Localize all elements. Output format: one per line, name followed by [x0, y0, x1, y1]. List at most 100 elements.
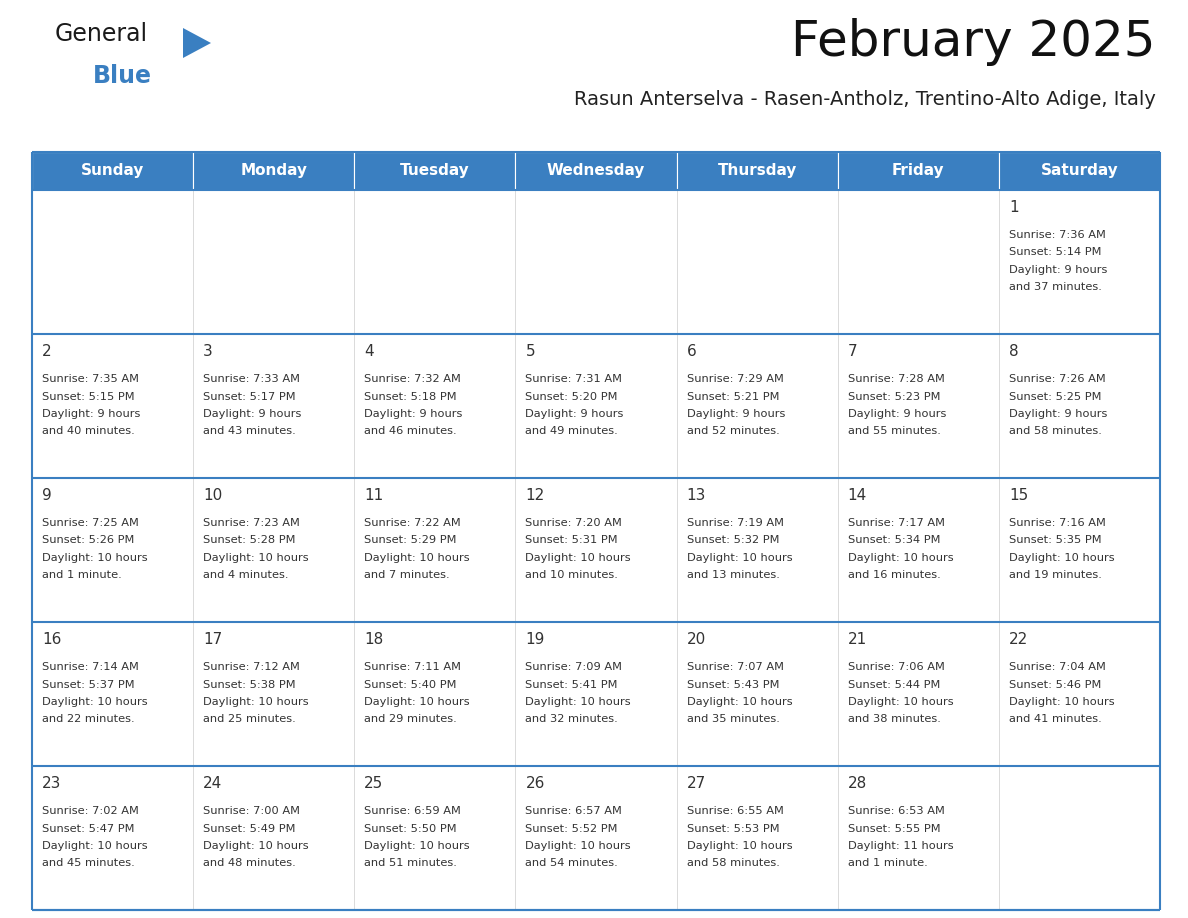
Text: Blue: Blue	[93, 64, 152, 88]
Text: Sunset: 5:55 PM: Sunset: 5:55 PM	[848, 823, 941, 834]
Text: and 25 minutes.: and 25 minutes.	[203, 714, 296, 724]
Text: 6: 6	[687, 344, 696, 359]
Text: and 49 minutes.: and 49 minutes.	[525, 427, 618, 436]
Bar	[838, 152, 999, 190]
Bar	[516, 152, 677, 190]
Text: Sunrise: 6:53 AM: Sunrise: 6:53 AM	[848, 806, 944, 816]
Text: Sunrise: 7:22 AM: Sunrise: 7:22 AM	[365, 518, 461, 528]
Text: 12: 12	[525, 488, 544, 503]
Text: 10: 10	[203, 488, 222, 503]
Text: and 1 minute.: and 1 minute.	[848, 858, 928, 868]
Bar	[516, 334, 677, 478]
Text: Sunset: 5:43 PM: Sunset: 5:43 PM	[687, 679, 779, 689]
Text: and 4 minutes.: and 4 minutes.	[203, 570, 289, 580]
Text: Sunset: 5:44 PM: Sunset: 5:44 PM	[848, 679, 940, 689]
Text: 24: 24	[203, 776, 222, 791]
Text: Daylight: 10 hours: Daylight: 10 hours	[848, 697, 953, 707]
Text: Daylight: 10 hours: Daylight: 10 hours	[1009, 553, 1114, 563]
Text: 9: 9	[42, 488, 52, 503]
Text: Sunrise: 7:31 AM: Sunrise: 7:31 AM	[525, 374, 623, 384]
Text: Daylight: 10 hours: Daylight: 10 hours	[203, 841, 309, 851]
Bar	[32, 622, 194, 766]
Bar	[677, 190, 838, 334]
Text: Sunrise: 7:09 AM: Sunrise: 7:09 AM	[525, 662, 623, 672]
Text: 7: 7	[848, 344, 858, 359]
Text: Sunrise: 6:59 AM: Sunrise: 6:59 AM	[365, 806, 461, 816]
Bar	[516, 478, 677, 622]
Text: Sunrise: 6:57 AM: Sunrise: 6:57 AM	[525, 806, 623, 816]
Text: 15: 15	[1009, 488, 1028, 503]
Bar	[999, 766, 1159, 910]
Text: and 46 minutes.: and 46 minutes.	[365, 427, 457, 436]
Text: 11: 11	[365, 488, 384, 503]
Text: Sunrise: 7:12 AM: Sunrise: 7:12 AM	[203, 662, 301, 672]
Text: 13: 13	[687, 488, 706, 503]
Text: 22: 22	[1009, 632, 1028, 647]
Bar	[999, 190, 1159, 334]
Text: Sunrise: 7:26 AM: Sunrise: 7:26 AM	[1009, 374, 1106, 384]
Text: Sunrise: 7:11 AM: Sunrise: 7:11 AM	[365, 662, 461, 672]
Text: 14: 14	[848, 488, 867, 503]
Text: Daylight: 11 hours: Daylight: 11 hours	[848, 841, 953, 851]
Bar	[32, 152, 194, 190]
Bar	[677, 766, 838, 910]
Bar	[194, 152, 354, 190]
Text: 25: 25	[365, 776, 384, 791]
Text: Sunrise: 7:25 AM: Sunrise: 7:25 AM	[42, 518, 139, 528]
Text: Sunset: 5:47 PM: Sunset: 5:47 PM	[42, 823, 134, 834]
Text: 3: 3	[203, 344, 213, 359]
Text: and 7 minutes.: and 7 minutes.	[365, 570, 450, 580]
Text: Sunrise: 7:23 AM: Sunrise: 7:23 AM	[203, 518, 301, 528]
Bar	[516, 190, 677, 334]
Text: Sunrise: 7:17 AM: Sunrise: 7:17 AM	[848, 518, 944, 528]
Text: Sunset: 5:35 PM: Sunset: 5:35 PM	[1009, 535, 1101, 545]
Text: Sunset: 5:28 PM: Sunset: 5:28 PM	[203, 535, 296, 545]
Text: 19: 19	[525, 632, 545, 647]
Text: and 51 minutes.: and 51 minutes.	[365, 858, 457, 868]
Bar	[32, 766, 194, 910]
Text: Daylight: 10 hours: Daylight: 10 hours	[365, 553, 470, 563]
Text: Tuesday: Tuesday	[400, 163, 469, 178]
Text: Sunrise: 7:29 AM: Sunrise: 7:29 AM	[687, 374, 783, 384]
Text: 18: 18	[365, 632, 384, 647]
Bar	[677, 334, 838, 478]
Bar	[354, 622, 516, 766]
Text: Thursday: Thursday	[718, 163, 797, 178]
Text: Friday: Friday	[892, 163, 944, 178]
Text: Sunset: 5:41 PM: Sunset: 5:41 PM	[525, 679, 618, 689]
Text: and 13 minutes.: and 13 minutes.	[687, 570, 779, 580]
Text: Daylight: 10 hours: Daylight: 10 hours	[42, 553, 147, 563]
Bar	[516, 766, 677, 910]
Text: Daylight: 10 hours: Daylight: 10 hours	[687, 553, 792, 563]
Text: 4: 4	[365, 344, 374, 359]
Text: Sunrise: 7:04 AM: Sunrise: 7:04 AM	[1009, 662, 1106, 672]
Text: and 19 minutes.: and 19 minutes.	[1009, 570, 1101, 580]
Bar	[677, 152, 838, 190]
Text: Sunset: 5:52 PM: Sunset: 5:52 PM	[525, 823, 618, 834]
Bar	[677, 478, 838, 622]
Text: 26: 26	[525, 776, 545, 791]
Bar	[354, 478, 516, 622]
Text: Daylight: 9 hours: Daylight: 9 hours	[1009, 265, 1107, 275]
Text: Sunrise: 6:55 AM: Sunrise: 6:55 AM	[687, 806, 783, 816]
Text: and 58 minutes.: and 58 minutes.	[687, 858, 779, 868]
Text: Sunrise: 7:36 AM: Sunrise: 7:36 AM	[1009, 230, 1106, 240]
Text: and 45 minutes.: and 45 minutes.	[42, 858, 134, 868]
Text: 8: 8	[1009, 344, 1018, 359]
Text: Sunrise: 7:06 AM: Sunrise: 7:06 AM	[848, 662, 944, 672]
Text: General: General	[55, 22, 148, 46]
Text: and 10 minutes.: and 10 minutes.	[525, 570, 618, 580]
Text: Sunrise: 7:14 AM: Sunrise: 7:14 AM	[42, 662, 139, 672]
Text: Sunset: 5:53 PM: Sunset: 5:53 PM	[687, 823, 779, 834]
Text: Daylight: 10 hours: Daylight: 10 hours	[687, 697, 792, 707]
Text: Monday: Monday	[240, 163, 308, 178]
Text: and 38 minutes.: and 38 minutes.	[848, 714, 941, 724]
Bar	[194, 622, 354, 766]
Bar	[677, 622, 838, 766]
Text: Sunset: 5:20 PM: Sunset: 5:20 PM	[525, 391, 618, 401]
Text: Daylight: 10 hours: Daylight: 10 hours	[525, 841, 631, 851]
Text: Sunrise: 7:32 AM: Sunrise: 7:32 AM	[365, 374, 461, 384]
Text: Daylight: 9 hours: Daylight: 9 hours	[848, 409, 946, 419]
Text: 23: 23	[42, 776, 62, 791]
Bar	[999, 622, 1159, 766]
